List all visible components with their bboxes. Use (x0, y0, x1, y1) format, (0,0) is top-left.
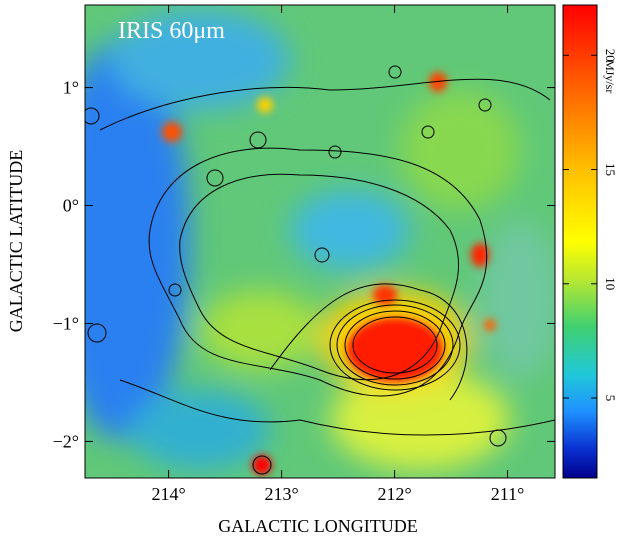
colorbar-tick-label: 10 (603, 277, 618, 290)
x-tick-label: 211° (491, 484, 525, 504)
x-tick-label: 214° (152, 484, 186, 504)
colorbar-tick-label: 5 (603, 395, 618, 402)
image-title: IRIS 60μm (118, 18, 225, 44)
contours (85, 65, 555, 475)
x-tick-label: 212° (377, 484, 411, 504)
x-tick-label: 213° (264, 484, 298, 504)
colorbar-tick-label: 20 (603, 49, 618, 62)
y-tick-label: −1° (53, 313, 79, 333)
x-axis-label: GALACTIC LONGITUDE (218, 516, 417, 536)
sky-image: IRIS 60μm (85, 5, 555, 478)
colorbar-label: MJy/sr (603, 60, 617, 93)
colorbar (562, 4, 598, 479)
y-tick-label: −2° (53, 431, 79, 451)
plot-frame (84, 4, 556, 479)
y-tick-label: 1° (63, 78, 79, 98)
colorbar-tick-label: 15 (603, 163, 618, 176)
y-tick-label: 0° (63, 196, 79, 216)
y-axis-label: GALACTIC LATITUDE (6, 150, 26, 332)
